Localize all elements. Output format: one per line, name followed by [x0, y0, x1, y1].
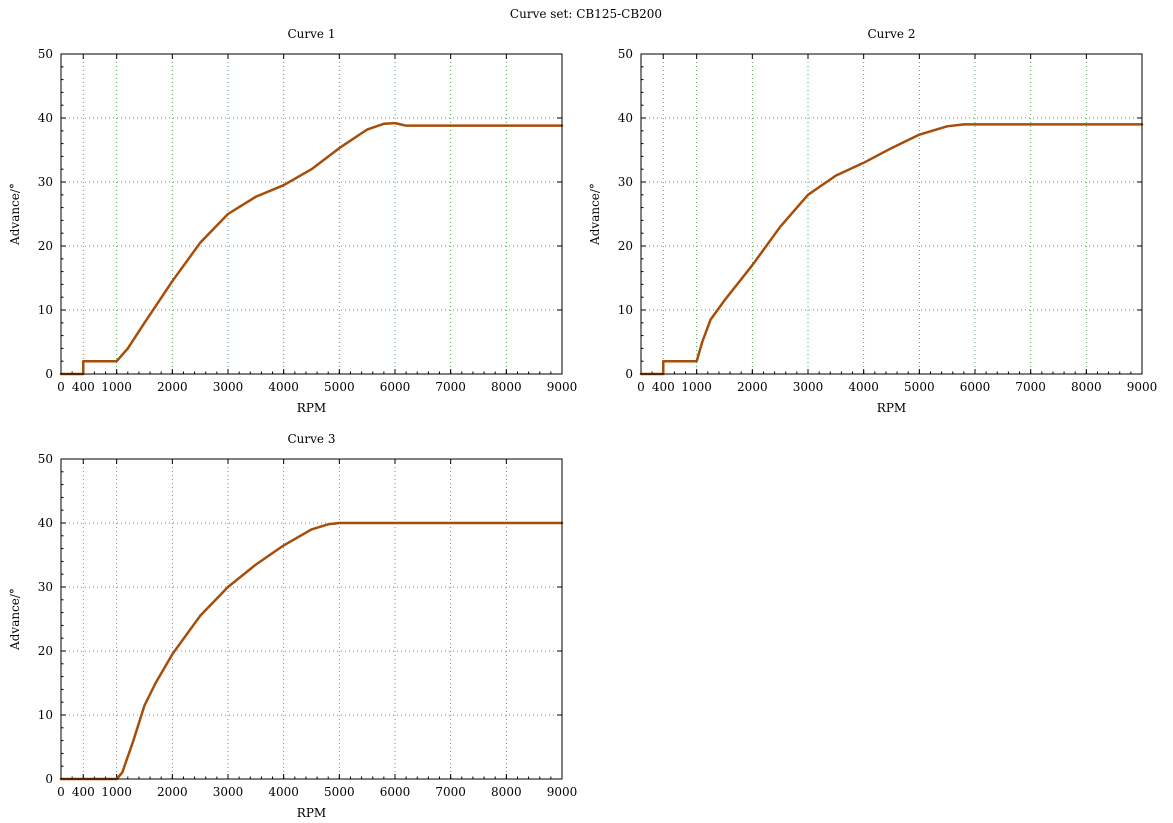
x-axis-label: RPM [877, 401, 906, 415]
y-tick-label: 50 [618, 47, 633, 61]
x-tick-label: 1000 [101, 785, 132, 799]
y-tick-label: 10 [618, 303, 633, 317]
y-tick-label: 50 [38, 47, 53, 61]
x-axis-label: RPM [297, 806, 326, 820]
x-tick-label: 5000 [904, 380, 935, 394]
advance-curve-line [639, 123, 1144, 376]
x-tick-label: 400 [72, 785, 95, 799]
x-tick-label: 4000 [848, 380, 879, 394]
y-tick-label: 30 [618, 175, 633, 189]
x-tick-label: 3000 [213, 785, 244, 799]
y-tick-label: 20 [618, 239, 633, 253]
x-axis-label: RPM [297, 401, 326, 415]
x-tick-label: 6000 [960, 380, 991, 394]
x-tick-label: 7000 [435, 380, 466, 394]
x-tick-label: 9000 [1127, 380, 1158, 394]
y-axis-label: Advance/° [8, 183, 22, 246]
x-tick-label: 9000 [547, 380, 578, 394]
y-tick-label: 20 [38, 239, 53, 253]
y-tick-label: 30 [38, 580, 53, 594]
x-tick-label: 9000 [547, 785, 578, 799]
x-tick-label: 6000 [380, 380, 411, 394]
x-tick-label: 6000 [380, 785, 411, 799]
y-tick-label: 50 [38, 452, 53, 466]
x-tick-label: 400 [72, 380, 95, 394]
x-tick-label: 4000 [268, 380, 299, 394]
y-tick-label: 30 [38, 175, 53, 189]
x-tick-label: 5000 [324, 380, 355, 394]
y-tick-label: 10 [38, 708, 53, 722]
y-tick-label: 0 [45, 367, 53, 381]
x-tick-label: 8000 [491, 785, 522, 799]
subplot-curve-1: Curve 1 RPM Advance/° 0 400 1000 2000 3000 40… [8, 27, 577, 415]
subplot-title: Curve 2 [868, 27, 916, 41]
advance-curve-line [59, 121, 564, 376]
x-tick-label: 8000 [1071, 380, 1102, 394]
x-tick-label: 3000 [213, 380, 244, 394]
y-tick-label: 40 [38, 111, 53, 125]
advance-curve-line [59, 521, 564, 781]
subplot-curve-3: Curve 3 RPM Advance/° 0 400 1000 2000 3000 40… [8, 432, 577, 820]
subplot-title: Curve 1 [288, 27, 336, 41]
plot-frame [60, 458, 563, 780]
x-tick-label: 7000 [435, 785, 466, 799]
subplot-curve-2: Curve 2 RPM Advance/° 0 400 1000 2000 3000 40… [588, 27, 1157, 415]
x-tick-label: 5000 [324, 785, 355, 799]
y-tick-label: 0 [45, 772, 53, 786]
plot-frame [60, 53, 563, 375]
y-tick-label: 40 [618, 111, 633, 125]
x-tick-label: 3000 [793, 380, 824, 394]
y-tick-label: 10 [38, 303, 53, 317]
x-tick-label: 2000 [737, 380, 768, 394]
x-tick-label: 1000 [681, 380, 712, 394]
x-tick-label: 7000 [1015, 380, 1046, 394]
x-tick-label: 400 [652, 380, 675, 394]
figure-suptitle: Curve set: CB125-CB200 [510, 7, 662, 21]
subplot-title: Curve 3 [288, 432, 336, 446]
x-tick-label: 8000 [491, 380, 522, 394]
y-tick-label: 0 [625, 367, 633, 381]
x-tick-label: 1000 [101, 380, 132, 394]
x-tick-label: 2000 [157, 380, 188, 394]
y-tick-label: 40 [38, 516, 53, 530]
y-axis-label: Advance/° [8, 588, 22, 651]
x-tick-label: 0 [57, 380, 65, 394]
y-tick-label: 20 [38, 644, 53, 658]
x-tick-label: 0 [57, 785, 65, 799]
x-tick-label: 0 [637, 380, 645, 394]
y-axis-label: Advance/° [588, 183, 602, 246]
plot-frame [640, 53, 1143, 375]
x-tick-label: 4000 [268, 785, 299, 799]
x-tick-label: 2000 [157, 785, 188, 799]
